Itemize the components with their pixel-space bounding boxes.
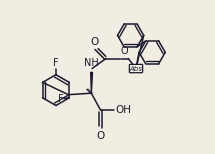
Polygon shape xyxy=(91,72,92,93)
Text: O: O xyxy=(97,131,105,141)
Text: O: O xyxy=(120,46,128,56)
FancyBboxPatch shape xyxy=(129,64,143,73)
Text: NH: NH xyxy=(84,58,99,68)
Text: Abs: Abs xyxy=(130,66,142,71)
Text: O: O xyxy=(90,37,98,47)
Text: OH: OH xyxy=(115,105,131,115)
Text: F: F xyxy=(58,94,63,103)
Text: F: F xyxy=(53,58,59,68)
